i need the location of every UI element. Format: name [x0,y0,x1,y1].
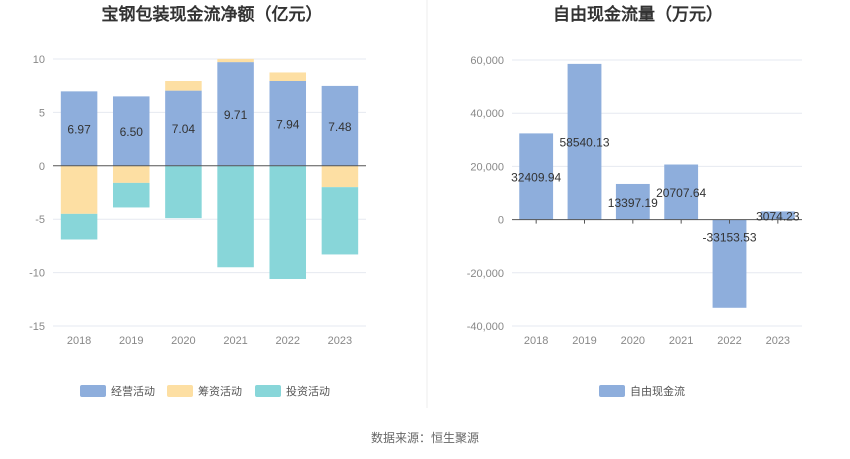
left-bar-financing [60,165,98,214]
left-bar-financing [112,165,150,183]
right-x-tick-label: 2023 [766,335,790,347]
left-y-tick-label: 5 [39,107,45,119]
left-bar-operating [165,90,202,166]
right-legend-label: 自由现金流 [630,384,685,398]
right-axes: 60,000 40,000 20,000 0 -20,000 -40,000 2018 201… [467,55,802,347]
left-bar-operating [321,85,359,166]
right-x-tick-label: 2021 [669,335,693,347]
left-legend-label: 投资活动 [286,384,330,398]
left-x-tick-label: 2018 [67,335,91,347]
left-legend-swatch [167,385,193,397]
left-axes: 10 5 0 -5 -10 -15 2018 2019 2020 2021 2022 2023 [29,54,366,347]
left-x-tick-label: 2020 [171,335,195,347]
left-bar-financing [165,81,202,91]
right-bar [712,219,747,308]
left-x-tick-label: 2022 [276,335,300,347]
right-bar [615,183,650,220]
left-x-tick-label: 2023 [328,335,352,347]
left-bar-financing [269,72,307,82]
left-y-tick-label: 0 [39,161,45,173]
left-data-label: 7.48 [328,120,352,134]
left-chart-title: 宝钢包装现金流净额（亿元） [102,4,323,25]
left-bar-investing [165,165,202,219]
right-x-tick-label: 2020 [621,335,645,347]
right-y-tick-label: -20,000 [467,268,504,280]
left-bar-investing [217,165,254,268]
right-y-tick-label: -40,000 [467,321,504,333]
right-legend-swatch [599,385,625,397]
right-bars [519,63,795,308]
left-y-tick-label: -10 [29,268,45,280]
right-data-label: -33153.53 [702,230,756,244]
left-data-label: 6.50 [120,125,144,139]
right-y-tick-label: 0 [498,215,504,227]
free-cash-flow-chart: 自由现金流量（万元） 60,000 40,000 20,000 0 -20,000 -40… [467,4,802,398]
left-bar-investing [269,165,307,280]
left-y-tick-label: -5 [35,214,45,226]
left-data-label: 7.04 [172,122,196,136]
right-data-label: 20707.64 [656,186,706,200]
left-data-labels: 6.97 6.50 7.04 9.71 7.94 7.48 [67,108,352,139]
left-legend-swatch [255,385,281,397]
right-x-tick-label: 2019 [572,335,596,347]
source-note: 数据来源：恒生聚源 [371,430,479,445]
left-bar-investing [321,187,359,255]
right-data-label: 3074.23 [756,210,800,224]
left-data-label: 7.94 [276,117,300,131]
right-bar [760,211,795,220]
left-bar-investing [60,213,98,240]
left-bar-operating [60,91,98,166]
right-x-tick-label: 2022 [717,335,741,347]
right-data-label: 58540.13 [559,136,609,150]
left-legend-swatch [80,385,106,397]
left-bars [60,58,359,280]
right-legend: 自由现金流 [599,384,685,398]
left-y-tick-label: -15 [29,321,45,333]
left-bar-financing [217,58,254,63]
right-bar [567,63,602,220]
left-bar-operating [269,81,307,166]
right-bar [664,164,699,220]
right-y-tick-label: 60,000 [470,55,504,67]
left-bar-operating [217,62,254,166]
left-legend-label: 筹资活动 [198,384,242,398]
right-data-label: 32409.94 [511,170,561,184]
left-y-tick-label: 10 [33,54,45,66]
left-legend-label: 经营活动 [111,384,155,398]
left-bar-operating [112,96,150,166]
cash-flow-chart: 宝钢包装现金流净额（亿元） 10 5 0 -5 -10 -15 2018 2019 2020 20… [29,4,366,398]
left-bar-investing [112,182,150,208]
right-y-tick-label: 20,000 [470,161,504,173]
right-x-tick-label: 2018 [524,335,548,347]
right-y-tick-label: 40,000 [470,108,504,120]
right-bar [519,133,554,220]
right-data-label: 13397.19 [608,196,658,210]
left-legend: 经营活动 筹资活动 投资活动 [80,384,330,398]
left-x-tick-label: 2019 [119,335,143,347]
left-data-label: 9.71 [224,108,248,122]
left-x-tick-label: 2021 [223,335,247,347]
left-data-label: 6.97 [67,123,91,137]
right-grid [512,59,802,327]
left-grid [53,58,366,327]
right-chart-title: 自由现金流量（万元） [553,4,723,25]
left-bar-financing [321,165,359,188]
